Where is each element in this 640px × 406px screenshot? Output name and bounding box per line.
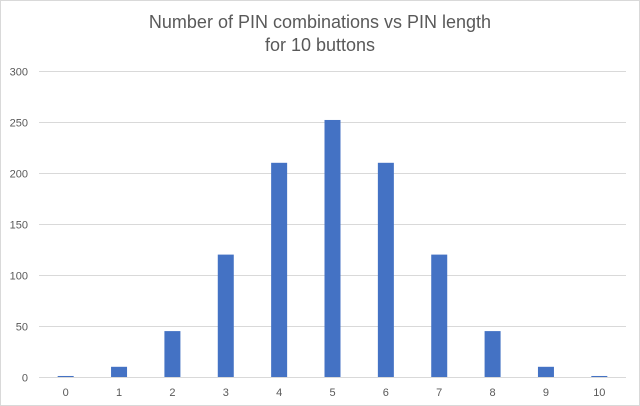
bar-1 [111, 366, 128, 377]
x-tick-label: 9 [543, 387, 549, 399]
x-tick-label: 8 [490, 387, 496, 399]
y-tick-label: 50 [16, 322, 28, 334]
bar-0 [57, 375, 74, 377]
bar-9 [537, 366, 554, 377]
x-tick-label: 1 [116, 387, 122, 399]
x-tick-label: 4 [276, 387, 282, 399]
bar-3 [217, 254, 234, 377]
x-tick-label: 7 [436, 387, 442, 399]
bar-10 [591, 375, 608, 377]
y-tick-label: 150 [10, 220, 28, 232]
bar-8 [484, 331, 501, 377]
bar-2 [164, 331, 181, 377]
x-tick-label: 5 [329, 387, 335, 399]
bar-5 [324, 119, 341, 378]
y-tick-label: 200 [10, 169, 28, 181]
x-tick-label: 2 [169, 387, 175, 399]
y-tick-label: 300 [10, 67, 28, 79]
x-tick-label: 6 [383, 387, 389, 399]
y-tick-label: 100 [10, 271, 28, 283]
x-tick-label: 3 [223, 387, 229, 399]
chart-title-line-2: for 10 buttons [264, 35, 376, 55]
x-tick-label: 10 [593, 387, 605, 399]
chart-title: Number of PIN combinations vs PIN length… [1, 11, 639, 57]
x-tick-label: 0 [63, 387, 69, 399]
bar-4 [271, 162, 288, 377]
y-tick-label: 250 [10, 118, 28, 130]
chart-title-line-1: Number of PIN combinations vs PIN length [148, 12, 492, 32]
bar-6 [377, 162, 394, 377]
y-tick-label: 0 [22, 373, 28, 385]
bar-7 [431, 254, 448, 377]
